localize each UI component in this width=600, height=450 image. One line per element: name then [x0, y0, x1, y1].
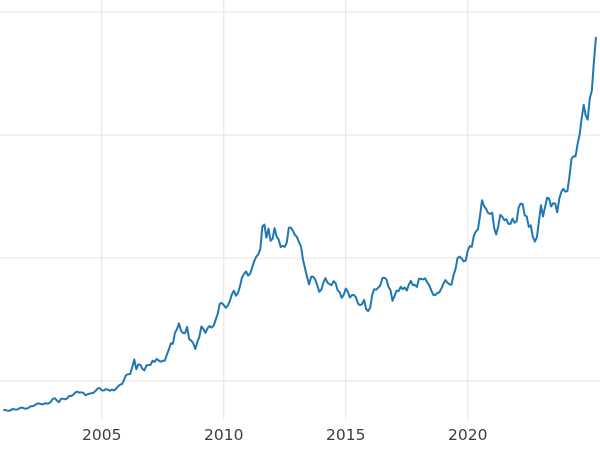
x-tick-label: 2020: [448, 426, 487, 444]
x-tick-label: 2015: [326, 426, 365, 444]
price-series-line: [3, 36, 597, 412]
x-tick-label: 2005: [82, 426, 121, 444]
x-tick-label: 2010: [204, 426, 243, 444]
